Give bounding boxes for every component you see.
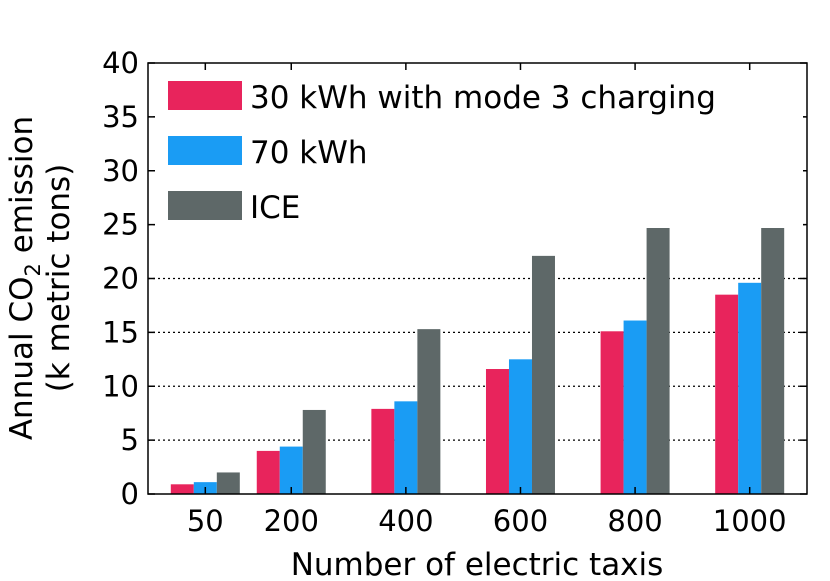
bar-30-kwh-with-mode-3-charging-600 [485, 369, 509, 494]
y-axis-title-suffix: emission [4, 116, 40, 263]
x-tick-label: 200 [264, 504, 319, 538]
x-axis-title: Number of electric taxis [291, 547, 664, 581]
bar-70-kwh-600 [508, 359, 532, 494]
legend-swatch [168, 191, 242, 220]
legend-label: 70 kWh [250, 135, 368, 171]
y-axis-title-prefix: Annual CO [4, 276, 40, 440]
y-tick-label: 25 [102, 208, 139, 242]
bar-30-kwh-with-mode-3-charging-800 [600, 331, 624, 494]
bar-ice-200 [302, 409, 326, 494]
legend-background [155, 70, 803, 228]
legend-label: ICE [250, 190, 300, 226]
bar-70-kwh-200 [279, 446, 303, 494]
bar-70-kwh-1000 [738, 282, 762, 494]
bar-30-kwh-with-mode-3-charging-400 [371, 408, 395, 494]
bar-70-kwh-400 [394, 401, 418, 494]
y-tick-label: 40 [102, 46, 139, 80]
bar-ice-800 [646, 186, 670, 494]
x-tick-label: 600 [493, 504, 548, 538]
legend-swatch [168, 81, 242, 110]
x-tick-label: 800 [607, 504, 662, 538]
y-tick-label: 15 [102, 315, 139, 349]
bar-ice-600 [531, 255, 555, 494]
y-axis-title: Annual CO2 emission (k metric tons) [4, 116, 77, 440]
x-tick-label: 1000 [713, 504, 787, 538]
y-axis-title-subscript: 2 [21, 263, 45, 276]
y-tick-label: 0 [121, 477, 139, 511]
legend-swatch [168, 136, 242, 165]
bar-30-kwh-with-mode-3-charging-50 [170, 484, 194, 494]
y-tick-label: 5 [121, 423, 139, 457]
y-axis-title-line1: Annual CO2 emission [4, 116, 45, 440]
y-tick-label: 10 [102, 369, 139, 403]
y-tick-label: 20 [102, 262, 139, 296]
x-tick-label: 400 [378, 504, 433, 538]
y-tick-label: 30 [102, 154, 139, 188]
bar-ice-400 [417, 329, 441, 494]
bar-30-kwh-with-mode-3-charging-1000 [715, 294, 739, 494]
bar-70-kwh-800 [623, 320, 647, 494]
legend-label: 30 kWh with mode 3 charging [250, 80, 716, 116]
bar-ice-50 [216, 472, 240, 494]
legend: 30 kWh with mode 3 charging 70 kWh ICE [155, 70, 803, 228]
y-tick-label: 35 [102, 100, 139, 134]
tick-labels-layer: 0 5 10 15 20 25 30 35 40 50 200 400 600 800 1000 [102, 46, 787, 538]
bar-30-kwh-with-mode-3-charging-200 [256, 450, 280, 494]
x-tick-label: 50 [187, 504, 224, 538]
y-axis-title-line2: (k metric tons) [41, 164, 77, 393]
ticks-layer [148, 62, 807, 495]
